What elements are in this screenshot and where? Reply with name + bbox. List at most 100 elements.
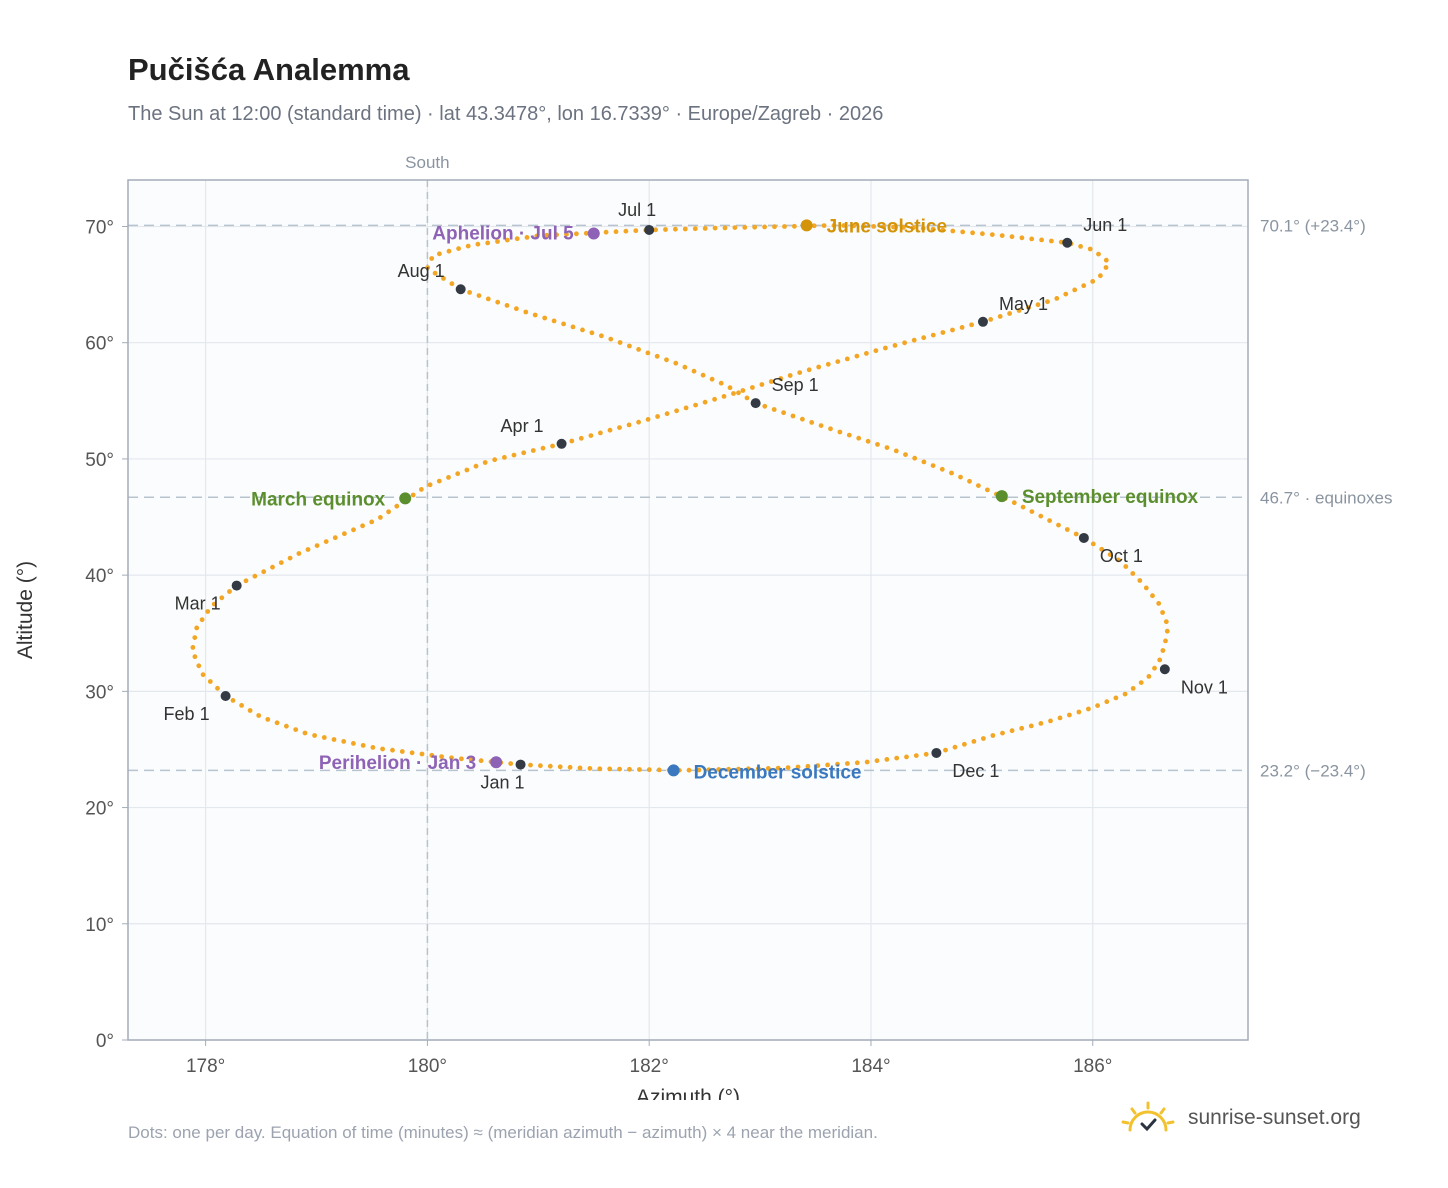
daily-dot [247, 708, 253, 713]
daily-dot [861, 223, 867, 229]
daily-dot [722, 225, 728, 231]
daily-dot [825, 361, 831, 367]
daily-dot [726, 766, 731, 772]
daily-dot [321, 735, 327, 740]
month-label: Jun 1 [1083, 215, 1127, 235]
daily-dot [778, 376, 784, 381]
daily-dot [502, 455, 507, 460]
daily-dot [1076, 709, 1082, 715]
month-dot [644, 224, 655, 235]
daily-dot [835, 761, 840, 767]
daily-dot [360, 743, 366, 748]
daily-dot [871, 224, 877, 229]
daily-dot [578, 435, 584, 441]
daily-dot [1150, 593, 1155, 599]
daily-dot [846, 432, 852, 438]
daily-dot [380, 746, 385, 752]
daily-dot [902, 340, 907, 346]
daily-dot [901, 224, 906, 230]
daily-dot [524, 235, 530, 240]
daily-dot [1016, 308, 1022, 313]
daily-dot [1160, 648, 1166, 653]
perihelion-dot [490, 756, 503, 769]
daily-dot [504, 303, 510, 308]
brand[interactable]: sunrise-sunset.org [1120, 1100, 1361, 1136]
daily-dot [265, 717, 271, 722]
daily-dot [1146, 674, 1152, 679]
axis-ticks: 178° 180° 182° 184° 186° 0° 10° 20° 30° 40° 50° 60°… [85, 217, 1112, 1077]
daily-dot [1072, 287, 1078, 293]
daily-dot [633, 228, 639, 234]
daily-dot [752, 224, 758, 230]
daily-dot [1137, 578, 1143, 583]
daily-dot [960, 229, 966, 235]
x-tick-label: 180° [408, 1056, 447, 1077]
daily-dot [731, 391, 736, 396]
december-solstice-dot [667, 764, 680, 777]
daily-dot [504, 237, 510, 243]
daily-dot [1038, 721, 1044, 726]
sun-logo-icon [1121, 1101, 1175, 1132]
footer-note: Dots: one per day. Equation of time (min… [128, 1123, 878, 1142]
daily-dot [772, 224, 777, 230]
daily-dot [712, 396, 717, 402]
daily-dot [696, 767, 702, 773]
daily-dot [709, 376, 715, 382]
daily-dot [930, 332, 936, 338]
daily-dot [1123, 564, 1129, 569]
equinox-label: September equinox [1022, 487, 1199, 508]
daily-dot [227, 589, 232, 594]
daily-dot [971, 739, 977, 744]
daily-dot [425, 265, 431, 270]
daily-dot [200, 672, 206, 678]
daily-dot [682, 226, 688, 232]
daily-dot [837, 429, 843, 435]
daily-dot [1078, 244, 1083, 249]
daily-dot [583, 230, 589, 236]
daily-dot [1063, 291, 1069, 297]
event-markers: Aphelion · Jul 5 June solstice March equin… [251, 216, 1198, 783]
y-tick-label: 40° [85, 566, 114, 587]
aphelion-dot [587, 227, 600, 240]
daily-dot [561, 321, 566, 327]
daily-dot [721, 394, 727, 399]
daily-dot [821, 223, 827, 229]
daily-dot [1104, 699, 1110, 705]
daily-dot [683, 405, 689, 411]
daily-dot [1138, 680, 1144, 685]
daily-dot [999, 233, 1005, 239]
daily-dot [923, 751, 929, 757]
daily-dot [219, 595, 225, 601]
daily-dot [360, 523, 365, 529]
daily-dot [1164, 628, 1170, 634]
daily-dot [528, 762, 533, 768]
daily-dot [597, 766, 603, 772]
month-dot [556, 438, 567, 449]
daily-dot [816, 364, 822, 370]
month-dot [750, 398, 761, 409]
daily-dot [207, 679, 213, 684]
daily-dot [712, 225, 718, 231]
daily-dot [1130, 571, 1136, 576]
daily-dot [446, 248, 452, 254]
daily-dot [569, 438, 575, 444]
daily-dot [903, 452, 908, 457]
daily-dot [740, 388, 746, 393]
daily-dot [797, 370, 803, 375]
daily-dot [873, 348, 879, 354]
daily-dot [485, 296, 491, 302]
daily-dot [439, 754, 444, 759]
daily-dot [976, 483, 981, 488]
daily-dot [473, 463, 479, 469]
daily-dot [775, 765, 781, 771]
daily-dot [1122, 691, 1128, 697]
daily-dot [627, 766, 632, 772]
daily-dot [1020, 504, 1026, 510]
daily-dot [636, 347, 641, 352]
perihelion-label: Perihelion · Jan 3 [319, 753, 476, 774]
daily-dot [1011, 500, 1017, 506]
daily-dot [656, 767, 662, 773]
daily-dot [1038, 513, 1044, 519]
daily-dot [854, 353, 860, 359]
daily-dot [1045, 299, 1050, 305]
